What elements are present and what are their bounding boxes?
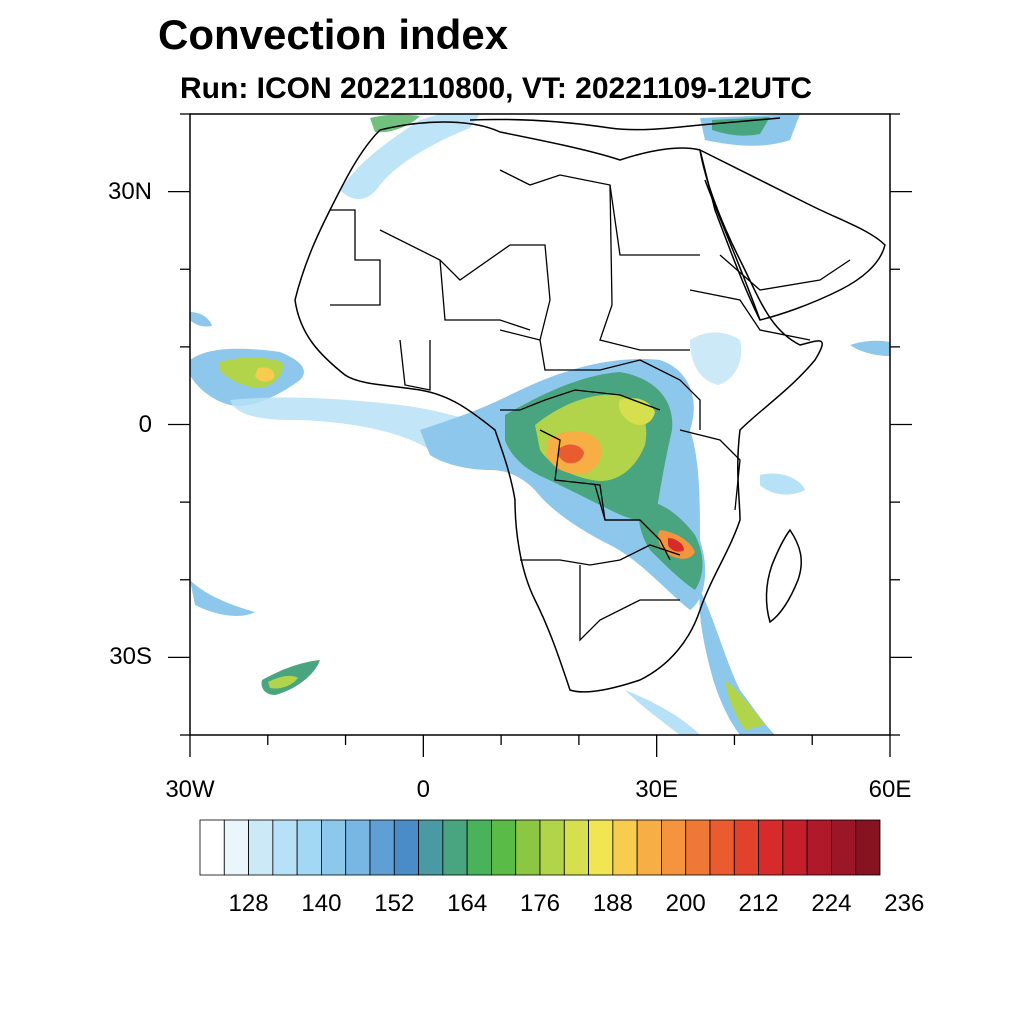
colorbar-swatch <box>831 819 857 876</box>
colorbar-swatch <box>345 819 371 876</box>
field-congo-red <box>557 444 584 464</box>
border-3 <box>499 169 700 256</box>
lon-label: 60E <box>868 776 912 803</box>
colorbar-swatch <box>636 819 662 876</box>
field-med <box>370 114 420 133</box>
colorbar-label: 224 <box>811 890 852 917</box>
border-1 <box>330 209 381 306</box>
field-south-atlantic <box>190 580 255 616</box>
colorbar-swatch <box>563 819 589 876</box>
colorbar-swatch <box>515 819 541 876</box>
colorbar-swatch <box>248 819 274 876</box>
colorbar-label: 128 <box>228 890 269 917</box>
border-14 <box>594 484 671 561</box>
colorbar-label: 212 <box>738 890 779 917</box>
colorbar-label: 188 <box>592 890 633 917</box>
colorbar-label: 152 <box>374 890 415 917</box>
colorbar-swatch <box>418 819 444 876</box>
field-agulhas <box>625 690 700 735</box>
arabia-coast <box>698 148 886 321</box>
colorbar-swatch <box>369 819 395 876</box>
africa-coastline <box>294 121 823 693</box>
colorbar-swatch <box>223 819 249 876</box>
border-12 <box>639 359 701 430</box>
med-coast <box>469 117 781 131</box>
colorbar-swatch <box>442 819 468 876</box>
field-north-band <box>340 114 480 200</box>
border-2 <box>379 229 551 341</box>
border-5 <box>439 259 531 331</box>
field-arabian-sea <box>850 340 890 356</box>
border-10 <box>579 565 680 642</box>
madagascar-coast <box>765 528 802 624</box>
colorbar-swatch <box>588 819 614 876</box>
border-11 <box>679 429 741 511</box>
map-subtitle: Run: ICON 2022110800, VT: 20221109-12UTC <box>180 72 813 105</box>
border-4 <box>599 184 690 351</box>
convection-field <box>190 114 890 735</box>
colorbar-swatch <box>321 819 347 876</box>
lat-label: 0 <box>138 410 152 438</box>
colorbar-swatch <box>806 819 832 876</box>
lat-label: 30N <box>107 177 152 205</box>
border-15 <box>719 254 851 291</box>
border-6 <box>499 329 641 371</box>
colorbar-swatch <box>491 819 517 876</box>
border-16 <box>399 339 431 391</box>
colorbar-label: 176 <box>519 890 561 917</box>
colorbar-swatch <box>393 819 419 876</box>
colorbar-swatch <box>612 819 638 876</box>
field-ethiopia <box>690 332 742 385</box>
border-7 <box>500 389 661 411</box>
colorbar-swatch <box>539 819 565 876</box>
colorbar-swatch <box>466 819 492 876</box>
lat-label: 30S <box>109 643 152 671</box>
border-9 <box>520 544 681 566</box>
colorbar-swatch <box>272 819 298 876</box>
map-title: Convection index <box>158 11 509 58</box>
colorbar-swatch <box>709 819 735 876</box>
field-madagascar <box>760 473 805 495</box>
colorbar-label: 164 <box>447 890 488 917</box>
field-mideast-core <box>712 117 770 136</box>
field-atlantic-west-hot <box>255 367 275 382</box>
colorbar-label: 200 <box>665 890 706 917</box>
field-mozambique-core <box>725 680 765 730</box>
field-southeast-red <box>668 538 684 552</box>
lon-label: 30W <box>165 776 215 803</box>
colorbar <box>199 819 881 876</box>
colorbar-swatch <box>661 819 687 876</box>
colorbar-swatch <box>296 819 322 876</box>
country-borders <box>330 169 851 642</box>
field-south-atlantic-2-core <box>268 675 298 689</box>
red-sea-line <box>704 179 761 321</box>
axis-ticks <box>168 113 912 757</box>
field-west-edge <box>190 312 212 327</box>
colorbar-swatch <box>733 819 759 876</box>
lon-label: 30E <box>635 776 679 803</box>
coastlines <box>294 117 886 693</box>
colorbar-swatch <box>758 819 784 876</box>
border-13 <box>689 289 811 341</box>
colorbar-swatch <box>782 819 808 876</box>
lon-label: 0 <box>416 776 431 803</box>
colorbar-swatch <box>199 819 225 876</box>
colorbar-label: 236 <box>884 890 925 917</box>
colorbar-swatch <box>855 819 881 876</box>
colorbar-label: 140 <box>301 890 342 917</box>
colorbar-swatch <box>685 819 711 876</box>
